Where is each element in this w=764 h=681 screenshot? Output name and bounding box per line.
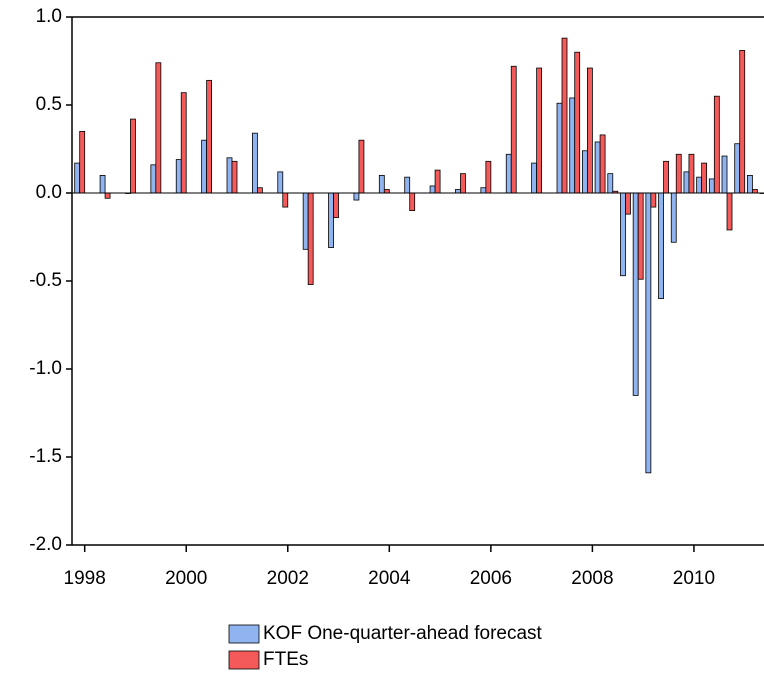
bar bbox=[333, 192, 339, 219]
bar bbox=[383, 189, 390, 194]
bar bbox=[175, 159, 182, 194]
x-tick-label: 2008 bbox=[571, 568, 613, 589]
legend-label: KOF One-quarter-ahead forecast bbox=[263, 623, 543, 644]
y-tick-label: 0.0 bbox=[36, 182, 62, 203]
bar bbox=[574, 51, 581, 194]
bar bbox=[206, 79, 213, 194]
bar bbox=[586, 67, 593, 194]
y-tick-label: 0.5 bbox=[36, 94, 62, 115]
bar bbox=[485, 160, 492, 194]
bar bbox=[180, 92, 187, 194]
bar bbox=[594, 141, 601, 194]
y-tick-label: -2.0 bbox=[29, 534, 62, 555]
bar bbox=[434, 169, 441, 194]
bar bbox=[282, 192, 289, 208]
bar bbox=[510, 65, 517, 194]
bar bbox=[701, 162, 708, 194]
bar bbox=[99, 174, 106, 194]
bar bbox=[328, 192, 334, 248]
bar bbox=[277, 171, 284, 194]
x-tick-label: 2004 bbox=[368, 568, 411, 589]
y-tick-label: -0.5 bbox=[29, 270, 62, 291]
bar bbox=[746, 174, 753, 194]
bar bbox=[569, 97, 576, 194]
y-tick-label: -1.0 bbox=[29, 358, 62, 379]
bar bbox=[307, 192, 314, 285]
y-tick-label: -1.5 bbox=[29, 446, 62, 467]
bar bbox=[734, 143, 741, 194]
bar bbox=[74, 162, 81, 194]
bar bbox=[536, 67, 543, 194]
bar bbox=[675, 153, 682, 194]
bar bbox=[683, 171, 690, 194]
legend-swatch bbox=[228, 650, 260, 670]
bar bbox=[696, 176, 703, 194]
bar bbox=[460, 173, 466, 194]
bar bbox=[658, 192, 664, 299]
x-tick-label: 2006 bbox=[470, 568, 512, 589]
bar bbox=[751, 189, 758, 194]
legend-swatch bbox=[228, 624, 260, 644]
legend-label: FTEs bbox=[263, 649, 308, 670]
bar bbox=[713, 95, 720, 194]
bar bbox=[409, 192, 416, 212]
bar bbox=[556, 102, 563, 194]
bar bbox=[353, 192, 360, 201]
bar bbox=[480, 187, 487, 194]
bar bbox=[130, 118, 136, 194]
bar bbox=[358, 139, 365, 194]
bar bbox=[429, 185, 436, 194]
x-tick-label: 2010 bbox=[673, 568, 715, 589]
bar bbox=[650, 192, 657, 208]
bar bbox=[739, 50, 746, 194]
x-tick-label: 2002 bbox=[267, 568, 309, 589]
bar bbox=[256, 187, 263, 194]
bar bbox=[625, 192, 631, 215]
bar bbox=[561, 37, 568, 194]
bar bbox=[201, 139, 208, 194]
bar bbox=[505, 153, 512, 194]
bar bbox=[637, 192, 644, 280]
y-tick-label: 1.0 bbox=[36, 6, 62, 27]
bar bbox=[708, 178, 715, 194]
bar bbox=[645, 192, 652, 474]
x-tick-label: 2000 bbox=[165, 568, 207, 589]
bar bbox=[663, 160, 669, 194]
bar bbox=[251, 132, 258, 194]
bar bbox=[607, 173, 614, 194]
bar bbox=[455, 189, 461, 194]
bar bbox=[226, 157, 233, 194]
bar bbox=[581, 150, 588, 194]
bar bbox=[599, 134, 606, 194]
bars bbox=[74, 37, 764, 474]
bar bbox=[721, 155, 728, 194]
bar bbox=[670, 192, 677, 243]
bar bbox=[620, 192, 626, 277]
bar bbox=[79, 130, 86, 194]
bar bbox=[104, 192, 111, 199]
x-tick-label: 1998 bbox=[64, 568, 106, 589]
bar bbox=[378, 174, 385, 194]
bar bbox=[404, 176, 411, 194]
bar bbox=[632, 192, 639, 396]
bar bbox=[531, 162, 538, 194]
bar bbox=[688, 153, 695, 194]
bar bbox=[302, 192, 309, 250]
bar bbox=[726, 192, 733, 231]
bar bbox=[231, 160, 238, 194]
bar bbox=[150, 164, 157, 194]
bar bbox=[155, 62, 162, 194]
